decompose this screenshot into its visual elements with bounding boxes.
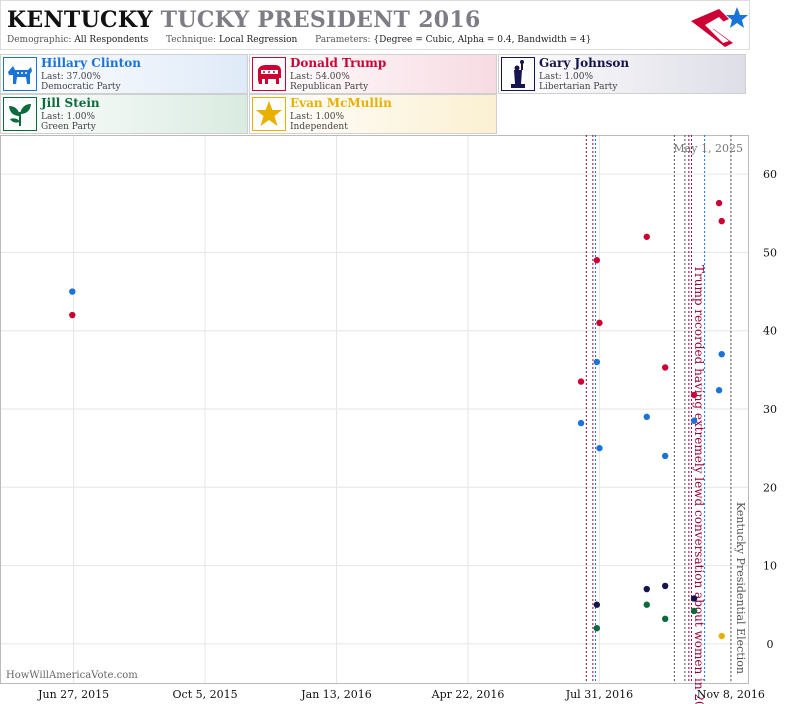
candidate-name: Hillary Clinton	[41, 56, 141, 70]
x-tick-label: Jun 27, 2015	[37, 688, 109, 701]
candidate-name: Donald Trump	[290, 56, 387, 70]
candidate-last: Last: 1.00%	[41, 112, 96, 122]
demographic-value: All Respondents	[74, 35, 149, 45]
y-tick-label: 20	[763, 481, 777, 494]
title-state: KENTUCKY	[7, 7, 153, 33]
y-tick-label: 60	[763, 168, 777, 181]
star-icon	[252, 97, 286, 131]
data-point-jill-stein	[661, 615, 669, 623]
candidate-name: Gary Johnson	[539, 56, 630, 70]
vertical-markers	[585, 135, 732, 683]
data-point-donald-trump	[593, 257, 601, 264]
candidate-party: Green Party	[41, 122, 96, 132]
x-tick-label: Jan 13, 2016	[300, 688, 372, 701]
event-label: Trump recorded having extremely lewd con…	[692, 265, 706, 704]
event-label: Kentucky Presidential Election	[734, 502, 747, 674]
x-tick-label: Apr 22, 2016	[431, 688, 505, 701]
data-point-hillary-clinton	[715, 387, 723, 394]
data-point-donald-trump	[69, 311, 76, 319]
x-axis-ticks: Jun 27, 2015 Oct 5, 2015 Jan 13, 2016 Apr 2…	[37, 688, 765, 701]
y-tick-label: 10	[763, 560, 777, 573]
candidate-last: Last: 1.00%	[539, 72, 594, 82]
candidate-party: Republican Party	[290, 82, 369, 92]
candidate-last: Last: 37.00%	[41, 72, 101, 82]
technique-label: Technique:	[166, 35, 217, 45]
y-tick-label: 40	[763, 325, 777, 338]
y-tick-label: 50	[763, 246, 777, 259]
data-point-gary-johnson	[593, 601, 601, 608]
candidate-name: Jill Stein	[41, 96, 100, 110]
data-point-hillary-clinton	[690, 417, 698, 424]
legend-item-gary-johnson[interactable]: Gary Johnson Last: 1.00% Libertarian Par…	[498, 54, 746, 94]
candidate-party: Democratic Party	[41, 82, 121, 92]
data-point-hillary-clinton	[577, 419, 585, 427]
candidate-name: Evan McMullin	[290, 96, 392, 110]
candidate-party: Independent	[290, 122, 348, 132]
data-point-gary-johnson	[661, 582, 669, 590]
title-rest: TUCKY PRESIDENT 2016	[160, 7, 481, 33]
y-axis-ticks: 0 10 20 30 40 50 60	[763, 168, 777, 651]
legend-item-donald-trump[interactable]: Donald Trump Last: 54.00% Republican Par…	[249, 54, 497, 94]
donkey-icon	[3, 57, 37, 91]
x-tick-label: Oct 5, 2015	[173, 688, 238, 701]
plot-frame	[0, 135, 749, 684]
data-point-hillary-clinton	[69, 288, 76, 295]
data-point-donald-trump	[690, 391, 698, 399]
data-point-gary-johnson	[690, 595, 698, 602]
candidate-last: Last: 54.00%	[290, 72, 350, 82]
elephant-icon	[252, 57, 286, 91]
date-note: May 1, 2025	[673, 142, 743, 155]
candidate-last: Last: 1.00%	[290, 112, 345, 122]
scatter-chart: Trump recorded having extremely lewd con…	[0, 135, 777, 704]
demographic-label: Demographic:	[7, 35, 72, 45]
data-point-donald-trump	[661, 364, 669, 371]
data-point-donald-trump	[718, 217, 725, 225]
legend-item-evan-mcmullin[interactable]: Evan McMullin Last: 1.00% Independent	[249, 94, 497, 134]
x-tick-label: Jul 31, 2016	[565, 688, 634, 701]
x-tick-label: Nov 8, 2016	[697, 688, 765, 701]
chart-header: KENTUCKY TUCKY PRESIDENT 2016 Demographi…	[0, 0, 750, 50]
parameters-value: {Degree = Cubic, Alpha = 0.4, Bandwidth …	[373, 35, 592, 45]
parameters-label: Parameters:	[315, 35, 371, 45]
event-labels: Trump recorded having extremely lewd con…	[692, 265, 747, 704]
watermark: HowWillAmericaVote.com	[6, 670, 138, 681]
legend-item-jill-stein[interactable]: Jill Stein Last: 1.00% Green Party	[0, 94, 248, 134]
data-point-donald-trump	[596, 319, 603, 327]
data-points	[69, 199, 725, 640]
data-point-donald-trump	[643, 233, 650, 240]
candidate-party: Libertarian Party	[539, 82, 618, 92]
plant-icon	[3, 97, 37, 131]
data-point-hillary-clinton	[718, 351, 725, 358]
data-point-donald-trump	[715, 199, 723, 207]
data-point-jill-stein	[643, 601, 650, 608]
legend-item-hillary-clinton[interactable]: Hillary Clinton Last: 37.00% Democratic …	[0, 54, 248, 94]
statue-of-liberty-icon	[501, 57, 535, 91]
data-point-hillary-clinton	[593, 358, 601, 366]
data-point-hillary-clinton	[643, 413, 650, 421]
chart-title: KENTUCKY TUCKY PRESIDENT 2016	[7, 7, 481, 33]
y-tick-label: 30	[763, 403, 777, 416]
data-point-gary-johnson	[643, 585, 650, 593]
data-point-jill-stein	[690, 607, 698, 615]
data-point-donald-trump	[577, 378, 585, 385]
data-point-jill-stein	[593, 625, 601, 632]
chart-parameters: Demographic: All Respondents Technique: …	[7, 35, 591, 45]
flag-star-logo-icon	[691, 7, 748, 47]
data-point-hillary-clinton	[661, 452, 669, 460]
grid	[0, 135, 748, 683]
data-point-hillary-clinton	[596, 444, 603, 452]
y-tick-label: 0	[767, 638, 774, 651]
data-point-evan-mcmullin	[718, 632, 725, 640]
technique-value: Local Regression	[218, 35, 298, 45]
